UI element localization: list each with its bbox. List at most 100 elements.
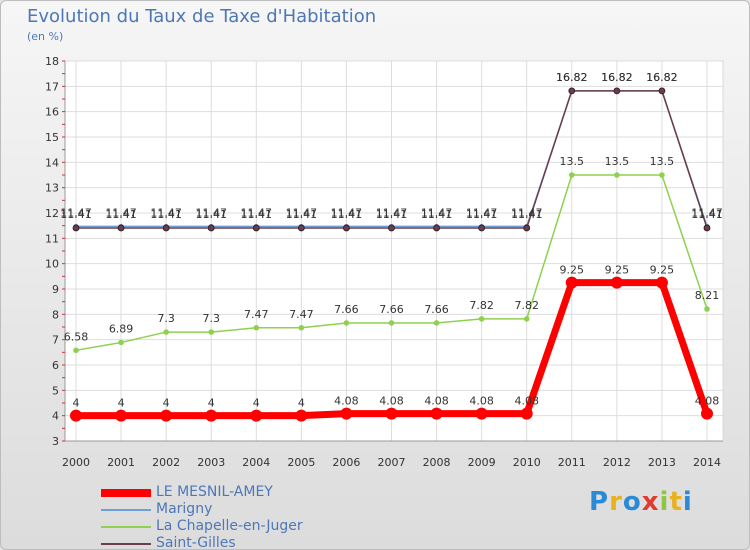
data-point-le-mesnil-amey bbox=[295, 409, 308, 422]
legend-swatch bbox=[101, 526, 151, 528]
y-tick-label: 7 bbox=[52, 334, 59, 347]
data-label-le-mesnil-amey: 4 bbox=[253, 397, 260, 410]
x-tick-label: 2004 bbox=[242, 456, 270, 469]
x-tick-label: 2007 bbox=[378, 456, 406, 469]
data-label-saint-gilles: 11.41 bbox=[195, 208, 227, 221]
data-label-le-mesnil-amey: 9.25 bbox=[560, 264, 585, 277]
data-label-la-chapelle-en-juger: 7.3 bbox=[157, 312, 175, 325]
y-tick-label: 15 bbox=[45, 131, 59, 144]
data-label-marigny: 11.47 bbox=[105, 206, 137, 219]
x-tick-label: 2012 bbox=[603, 456, 631, 469]
data-point-saint-gilles bbox=[252, 224, 260, 232]
data-point-la-chapelle-en-juger bbox=[614, 172, 620, 178]
chart-unit: (en %) bbox=[27, 30, 64, 43]
data-point-la-chapelle-en-juger bbox=[704, 306, 710, 312]
data-point-saint-gilles bbox=[568, 87, 576, 95]
legend-swatch bbox=[101, 543, 151, 545]
data-label-le-mesnil-amey: 4.08 bbox=[379, 395, 404, 408]
data-label-saint-gilles: 11.41 bbox=[60, 208, 92, 221]
data-point-le-mesnil-amey bbox=[701, 407, 713, 420]
y-tick-label: 14 bbox=[45, 156, 59, 169]
data-label-saint-gilles: 11.41 bbox=[241, 208, 273, 221]
data-point-le-mesnil-amey bbox=[250, 409, 263, 422]
data-label-marigny: 11.47 bbox=[60, 206, 92, 219]
data-point-saint-gilles bbox=[658, 87, 666, 95]
data-point-le-mesnil-amey bbox=[115, 409, 128, 422]
data-label-marigny: 11.47 bbox=[195, 206, 227, 219]
y-tick-label: 8 bbox=[52, 308, 59, 321]
data-point-le-mesnil-amey bbox=[340, 407, 353, 420]
data-label-marigny: 11.47 bbox=[331, 206, 363, 219]
data-point-saint-gilles bbox=[72, 224, 80, 232]
data-label-marigny: 11.47 bbox=[511, 206, 543, 219]
data-point-le-mesnil-amey bbox=[610, 276, 623, 289]
data-label-saint-gilles: 11.41 bbox=[331, 208, 363, 221]
y-tick-label: 9 bbox=[52, 283, 59, 296]
data-point-la-chapelle-en-juger bbox=[659, 172, 665, 178]
legend-swatch bbox=[101, 509, 151, 511]
plot-area bbox=[64, 60, 724, 442]
data-point-saint-gilles bbox=[117, 224, 125, 232]
data-label-saint-gilles: 11.41 bbox=[511, 208, 543, 221]
data-label-marigny: 16.82 bbox=[556, 71, 588, 84]
data-label-le-mesnil-amey: 4 bbox=[298, 397, 305, 410]
x-tick-label: 2006 bbox=[332, 456, 360, 469]
legend-swatch bbox=[101, 489, 151, 497]
x-tick-label: 2013 bbox=[648, 456, 676, 469]
y-tick-label: 5 bbox=[52, 384, 59, 397]
proxiti-logo: Proxiti bbox=[589, 487, 693, 517]
data-label-la-chapelle-en-juger: 7.47 bbox=[289, 308, 314, 321]
y-tick-label: 12 bbox=[45, 207, 59, 220]
data-label-marigny: 11.47 bbox=[150, 206, 182, 219]
data-point-saint-gilles bbox=[478, 224, 486, 232]
data-point-la-chapelle-en-juger bbox=[478, 316, 485, 322]
data-label-la-chapelle-en-juger: 6.89 bbox=[109, 322, 134, 335]
data-label-la-chapelle-en-juger: 7.66 bbox=[424, 303, 449, 316]
data-point-le-mesnil-amey bbox=[160, 409, 173, 422]
data-point-saint-gilles bbox=[523, 224, 531, 232]
data-label-marigny: 11.47 bbox=[241, 206, 273, 219]
data-point-la-chapelle-en-juger bbox=[343, 320, 350, 326]
data-point-le-mesnil-amey bbox=[520, 407, 533, 420]
data-label-le-mesnil-amey: 4.08 bbox=[514, 395, 539, 408]
data-label-le-mesnil-amey: 4.08 bbox=[469, 395, 494, 408]
data-point-saint-gilles bbox=[162, 224, 170, 232]
data-label-la-chapelle-en-juger: 7.3 bbox=[202, 312, 220, 325]
data-label-le-mesnil-amey: 4.08 bbox=[695, 395, 720, 408]
data-label-le-mesnil-amey: 4 bbox=[118, 397, 125, 410]
data-label-le-mesnil-amey: 4 bbox=[73, 397, 80, 410]
data-label-le-mesnil-amey: 4.08 bbox=[334, 395, 359, 408]
data-label-marigny: 11.47 bbox=[286, 206, 318, 219]
data-point-la-chapelle-en-juger bbox=[73, 347, 79, 354]
x-tick-label: 2009 bbox=[468, 456, 496, 469]
x-tick-label: 2008 bbox=[423, 456, 451, 469]
y-tick-label: 6 bbox=[52, 359, 59, 372]
data-label-saint-gilles: 11.41 bbox=[376, 208, 408, 221]
data-label-marigny: 16.82 bbox=[601, 71, 633, 84]
data-point-saint-gilles bbox=[388, 224, 395, 232]
data-point-le-mesnil-amey bbox=[385, 407, 398, 420]
data-label-la-chapelle-en-juger: 13.5 bbox=[605, 155, 630, 168]
data-label-saint-gilles: 16.82 bbox=[601, 71, 633, 84]
data-point-le-mesnil-amey bbox=[565, 276, 578, 289]
data-label-la-chapelle-en-juger: 7.66 bbox=[334, 303, 359, 316]
data-label-le-mesnil-amey: 4.08 bbox=[424, 395, 449, 408]
data-label-saint-gilles: 11.41 bbox=[286, 208, 318, 221]
data-label-marigny: 11.47 bbox=[421, 206, 453, 219]
y-tick-label: 17 bbox=[45, 80, 59, 93]
data-point-saint-gilles bbox=[207, 224, 215, 232]
data-point-saint-gilles bbox=[613, 87, 621, 95]
data-label-saint-gilles: 11.41 bbox=[691, 208, 723, 221]
x-tick-label: 2002 bbox=[152, 456, 180, 469]
data-label-la-chapelle-en-juger: 13.5 bbox=[650, 155, 675, 168]
chart-title: Evolution du Taux de Taxe d'Habitation bbox=[27, 6, 377, 27]
data-label-marigny: 16.82 bbox=[646, 71, 678, 84]
data-point-la-chapelle-en-juger bbox=[523, 316, 530, 322]
data-point-le-mesnil-amey bbox=[430, 407, 443, 420]
data-point-la-chapelle-en-juger bbox=[388, 320, 395, 326]
legend-label: Saint-Gilles bbox=[156, 535, 236, 550]
y-tick-label: 13 bbox=[45, 182, 59, 195]
data-label-la-chapelle-en-juger: 7.82 bbox=[514, 299, 539, 312]
data-point-saint-gilles bbox=[343, 224, 350, 232]
